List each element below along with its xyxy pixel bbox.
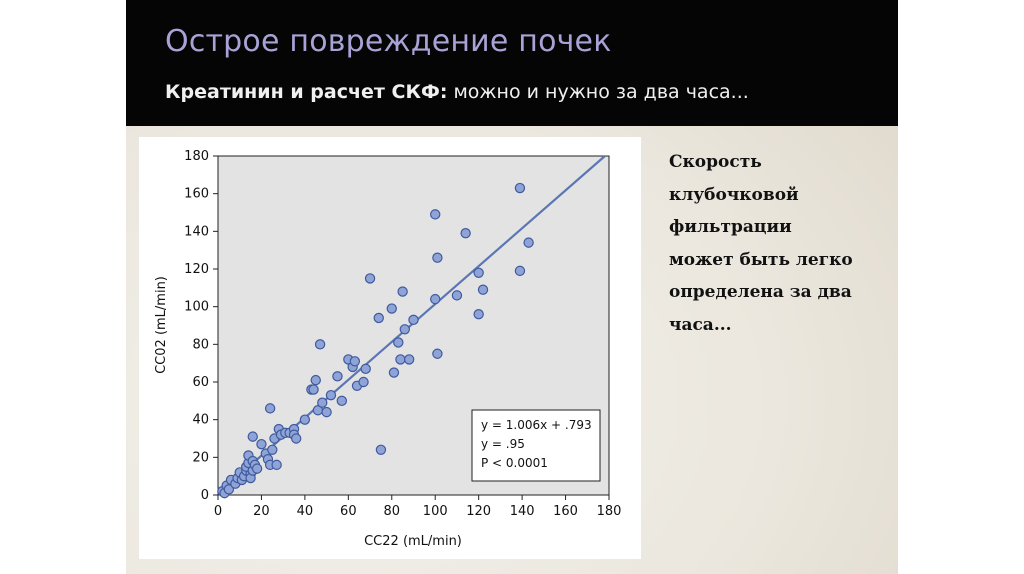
stats-line-p: P < 0.0001	[481, 456, 548, 470]
data-point	[251, 463, 263, 474]
data-point	[473, 308, 484, 320]
y-axis: 0 20 40 60 80 100 120 140 160 180	[184, 149, 218, 503]
x-tick-label: 80	[384, 504, 401, 519]
data-point	[393, 337, 404, 348]
data-point	[358, 376, 369, 388]
x-tick-label: 180	[597, 504, 622, 519]
data-point	[395, 354, 406, 365]
data-point	[432, 348, 443, 359]
data-point	[430, 209, 441, 220]
y-tick-label: 60	[192, 375, 209, 390]
side-text-line: клубочковой	[669, 184, 799, 205]
data-point	[451, 290, 463, 301]
chart-panel: 0 20 40 60 80 100 120 140 160 180 0 20 40 60 80 100 120…	[139, 137, 641, 559]
slide-title: Острое повреждение почек	[165, 24, 612, 59]
data-point	[310, 374, 321, 386]
data-point	[271, 459, 282, 471]
side-text-line: определена за два	[669, 282, 852, 302]
side-text-line: часа...	[669, 314, 732, 335]
data-point	[408, 314, 419, 326]
data-point	[477, 284, 489, 295]
x-axis-label: CC22 (mL/min)	[364, 534, 462, 549]
data-point	[290, 433, 302, 444]
data-point	[256, 438, 267, 450]
x-tick-label: 60	[340, 504, 357, 519]
slide-header	[126, 0, 898, 126]
data-point	[397, 286, 408, 297]
stats-box: y = 1.006x + .793 y = .95 P < 0.0001	[471, 409, 601, 482]
y-tick-label: 160	[184, 187, 209, 202]
stats-box-frame	[471, 409, 601, 482]
data-point	[349, 356, 361, 367]
subtitle-rest: можно и нужно за два часа...	[447, 81, 749, 103]
data-point	[223, 484, 235, 495]
data-point	[299, 414, 311, 425]
x-tick-label: 120	[466, 504, 491, 519]
data-point	[473, 267, 484, 278]
data-point	[314, 339, 326, 350]
data-point	[336, 395, 348, 407]
stats-line-equation: y = 1.006x + .793	[481, 418, 592, 432]
data-point	[460, 228, 471, 239]
y-tick-label: 0	[201, 488, 209, 503]
data-point	[432, 252, 443, 263]
side-text-line: фильтрации	[669, 217, 792, 237]
data-point	[332, 371, 343, 382]
data-point	[308, 384, 319, 395]
data-point	[373, 312, 384, 324]
data-point	[388, 367, 400, 378]
data-point	[247, 431, 258, 442]
x-tick-label: 40	[297, 504, 314, 519]
data-point	[264, 403, 276, 414]
data-point	[514, 182, 526, 194]
y-tick-label: 180	[184, 149, 209, 164]
x-tick-label: 100	[423, 504, 448, 519]
y-tick-label: 100	[184, 300, 209, 315]
data-point	[360, 363, 371, 375]
data-point	[430, 293, 441, 305]
y-tick-label: 140	[184, 224, 209, 239]
x-tick-label: 0	[214, 504, 222, 519]
data-points	[217, 182, 534, 499]
y-axis-label: CC02 (mL/min)	[154, 276, 169, 374]
data-point	[403, 354, 415, 365]
x-tick-label: 140	[510, 504, 535, 519]
data-point	[514, 265, 526, 277]
data-point	[364, 273, 376, 284]
data-point	[325, 389, 337, 401]
data-point	[321, 406, 332, 418]
data-point	[375, 444, 387, 455]
side-text-line: может быть легко	[669, 249, 853, 270]
y-tick-label: 20	[192, 450, 209, 465]
data-point	[317, 397, 328, 408]
y-tick-label: 120	[184, 262, 209, 277]
side-text: Скорость клубочковой фильтрации может бы…	[669, 146, 879, 341]
side-text-line: Скорость	[669, 152, 762, 172]
x-tick-label: 160	[553, 504, 578, 519]
subtitle-bold: Креатинин и расчет СКФ:	[165, 81, 448, 103]
y-tick-label: 40	[192, 413, 209, 428]
data-point	[399, 324, 411, 335]
x-axis: 0 20 40 60 80 100 120 140 160 180	[214, 495, 622, 519]
data-point	[267, 444, 278, 455]
data-point	[523, 237, 534, 248]
stats-line-r: y = .95	[481, 437, 525, 451]
scatter-chart: 0 20 40 60 80 100 120 140 160 180 0 20 40 60 80 100 120…	[154, 149, 622, 549]
y-tick-label: 80	[192, 337, 209, 352]
x-tick-label: 20	[253, 504, 270, 519]
slide-subtitle: Креатинин и расчет СКФ: можно и нужно за…	[165, 81, 749, 103]
data-point	[386, 303, 397, 314]
